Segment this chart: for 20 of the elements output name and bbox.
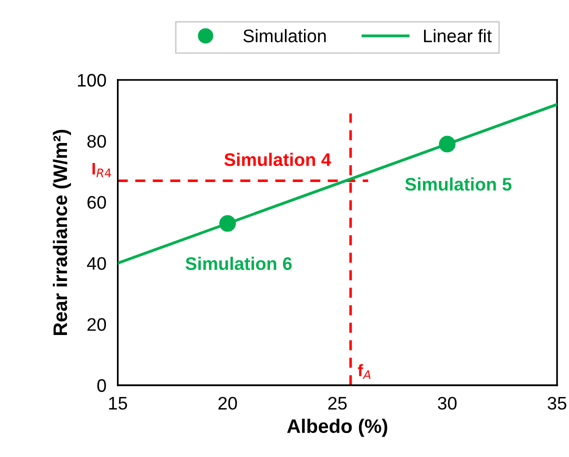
- y-tick-label: 80: [87, 134, 106, 148]
- x-tick-label: 15: [109, 397, 128, 410]
- ref-line-label: f$_{A}$: [358, 364, 370, 379]
- y-tick-label: 40: [87, 257, 106, 270]
- ref-line-label: I$_{R4}$: [92, 162, 112, 178]
- legend-label: Linear fit: [424, 29, 492, 42]
- x-tick-label: 35: [548, 396, 566, 410]
- x-tick-label: 30: [438, 396, 457, 410]
- y-axis-title: Rear irradiance (W/m²): [52, 130, 71, 336]
- legend-label: Simulation: [243, 29, 326, 42]
- y-tick-label: 100: [78, 74, 106, 87]
- y-tick-label: 0: [97, 379, 106, 392]
- x-tick-label: 25: [328, 396, 347, 410]
- x-tick-label: 20: [218, 396, 237, 410]
- annotation: Simulation 6: [186, 256, 292, 270]
- y-tick-label: 20: [88, 318, 106, 331]
- annotation: Simulation 4: [224, 152, 332, 166]
- y-tick-label: 60: [88, 196, 106, 209]
- annotation: Simulation 5: [405, 177, 512, 191]
- x-axis-title: Albedo (%): [287, 418, 388, 437]
